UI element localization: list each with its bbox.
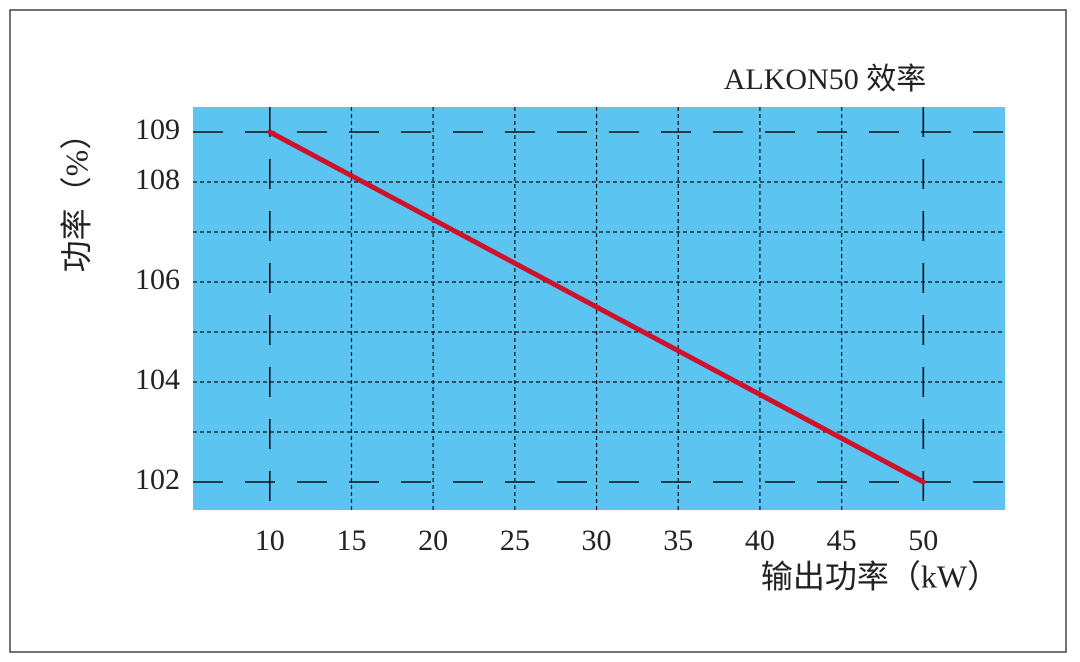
y-axis-label: 功率（%）: [58, 118, 94, 273]
x-tick-label: 25: [500, 524, 530, 557]
x-tick-label: 35: [663, 524, 693, 557]
x-tick-label: 45: [827, 524, 857, 557]
x-tick-label: 30: [582, 524, 612, 557]
x-axis-label: 输出功率（kW）: [761, 558, 999, 594]
x-tick-label: 40: [745, 524, 775, 557]
y-tick-label: 104: [135, 363, 180, 396]
x-tick-label: 20: [418, 524, 448, 557]
chart-title: ALKON50 效率: [724, 63, 927, 96]
x-tick-label: 10: [255, 524, 285, 557]
y-tick-label: 102: [135, 463, 180, 496]
y-tick-label: 108: [135, 163, 180, 196]
y-tick-label: 109: [135, 113, 180, 146]
x-tick-label: 50: [908, 524, 938, 557]
y-tick-label: 106: [135, 263, 180, 296]
x-tick-label: 15: [336, 524, 366, 557]
data-line: [267, 129, 926, 485]
